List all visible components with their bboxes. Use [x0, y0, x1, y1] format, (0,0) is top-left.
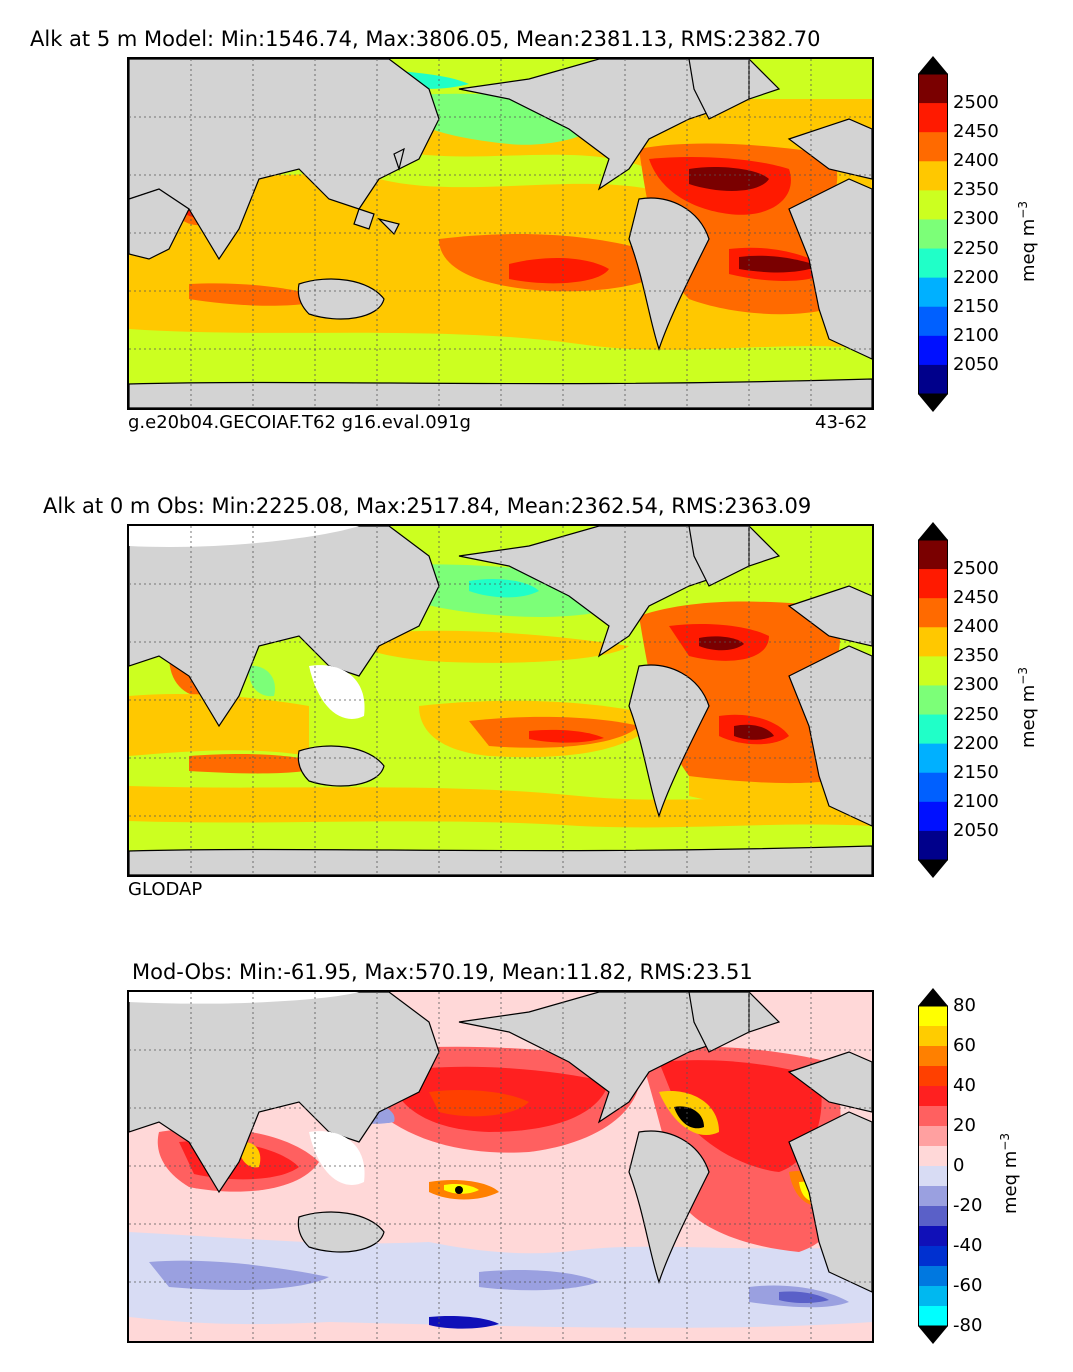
- panel-1-caption-left: g.e20b04.GECOIAF.T62 g16.eval.091g: [128, 412, 471, 433]
- colorbar-band: [918, 1166, 948, 1187]
- colorbar-band: [918, 219, 948, 250]
- panel-3-colorbar: [918, 988, 948, 1344]
- colorbar-tick-label: 2100: [953, 790, 999, 812]
- colorbar-band: [918, 540, 948, 570]
- colorbar-band: [918, 743, 948, 774]
- panel-1-caption-right: 43-62: [815, 412, 868, 433]
- colorbar-band: [918, 1206, 948, 1227]
- panel-1-colorbar-svg: [918, 56, 948, 412]
- colorbar-band: [918, 1066, 948, 1087]
- panel-2-colorbar-svg: [918, 522, 948, 878]
- colorbar-tick-label: -40: [953, 1235, 983, 1256]
- colorbar-band: [918, 598, 948, 628]
- panel-1-colorbar: [918, 56, 948, 412]
- colorbar-band: [918, 335, 948, 366]
- colorbar-tick-label: -20: [953, 1195, 983, 1216]
- colorbar-band: [918, 103, 948, 133]
- colorbar-band: [918, 656, 948, 686]
- colorbar-tick-label: 0: [953, 1155, 965, 1176]
- colorbar-band: [918, 772, 948, 803]
- colorbar-tick-label: 2500: [953, 558, 999, 580]
- colorbar-tick-label: 2150: [953, 295, 999, 317]
- panel-3-title: Mod-Obs: Min:-61.95, Max:570.19, Mean:11…: [132, 960, 753, 984]
- colorbar-band: [918, 1226, 948, 1247]
- panel-3-colorbar-label: meq m−3: [998, 1133, 1021, 1214]
- colorbar-tick-label: -80: [953, 1315, 983, 1336]
- colorbar-band: [918, 1086, 948, 1107]
- colorbar-tick-label: 80: [953, 995, 976, 1016]
- panel-2-title: Alk at 0 m Obs: Min:2225.08, Max:2517.84…: [43, 494, 812, 518]
- colorbar-tick-label: 2400: [953, 150, 999, 172]
- colorbar-tick-label: 20: [953, 1115, 976, 1136]
- panel-1-title: Alk at 5 m Model: Min:1546.74, Max:3806.…: [30, 27, 821, 51]
- colorbar-band: [918, 306, 948, 337]
- colorbar-band: [918, 1286, 948, 1307]
- colorbar-tick-label: 2500: [953, 92, 999, 114]
- colorbar-band: [918, 161, 948, 191]
- panel-2-caption-left: GLODAP: [128, 879, 203, 900]
- colorbar-band: [918, 364, 948, 395]
- colorbar-tick-label: 2050: [953, 819, 999, 841]
- colorbar-tick-label: 2250: [953, 237, 999, 259]
- colorbar-tick-label: 2450: [953, 587, 999, 609]
- colorbar-tick-label: 2350: [953, 179, 999, 201]
- colorbar-tick-label: -60: [953, 1275, 983, 1296]
- colorbar-band: [918, 74, 948, 104]
- colorbar-tick-label: 2300: [953, 208, 999, 230]
- colorbar-band: [918, 1186, 948, 1207]
- colorbar-tick-label: 2350: [953, 645, 999, 667]
- colorbar-band: [918, 1266, 948, 1287]
- colorbar-tick-label: 2050: [953, 353, 999, 375]
- colorbar-band: [918, 627, 948, 657]
- colorbar-band: [918, 132, 948, 162]
- colorbar-band: [918, 1106, 948, 1127]
- colorbar-tick-label: 2100: [953, 324, 999, 346]
- colorbar-band: [918, 190, 948, 220]
- colorbar-band: [918, 277, 948, 308]
- colorbar-tick-label: 60: [953, 1035, 976, 1056]
- colorbar-band: [918, 1306, 948, 1327]
- colorbar-tick-label: 2450: [953, 121, 999, 143]
- panel-1-map: [127, 57, 874, 410]
- colorbar-band: [918, 1146, 948, 1167]
- panel-1-colorbar-label: meq m−3: [1016, 201, 1039, 282]
- panel-2-colorbar: [918, 522, 948, 878]
- colorbar-band: [918, 1046, 948, 1067]
- colorbar-tick-label: 2200: [953, 732, 999, 754]
- colorbar-tick-label: 40: [953, 1075, 976, 1096]
- colorbar-tick-label: 2150: [953, 761, 999, 783]
- colorbar-tick-label: 2300: [953, 674, 999, 696]
- colorbar-band: [918, 569, 948, 599]
- colorbar-tick-label: 2200: [953, 266, 999, 288]
- colorbar-band: [918, 685, 948, 716]
- panel-3-map: [127, 990, 874, 1343]
- panel-2-map: [127, 524, 874, 877]
- colorbar-band: [918, 714, 948, 745]
- colorbar-band: [918, 1246, 948, 1267]
- colorbar-tick-label: 2250: [953, 703, 999, 725]
- panel-3-colorbar-svg: [918, 988, 948, 1344]
- colorbar-band: [918, 830, 948, 861]
- panel-2-colorbar-label: meq m−3: [1016, 667, 1039, 748]
- colorbar-band: [918, 248, 948, 279]
- colorbar-band: [918, 1006, 948, 1027]
- colorbar-band: [918, 801, 948, 832]
- colorbar-band: [918, 1026, 948, 1047]
- colorbar-tick-label: 2400: [953, 616, 999, 638]
- colorbar-band: [918, 1126, 948, 1147]
